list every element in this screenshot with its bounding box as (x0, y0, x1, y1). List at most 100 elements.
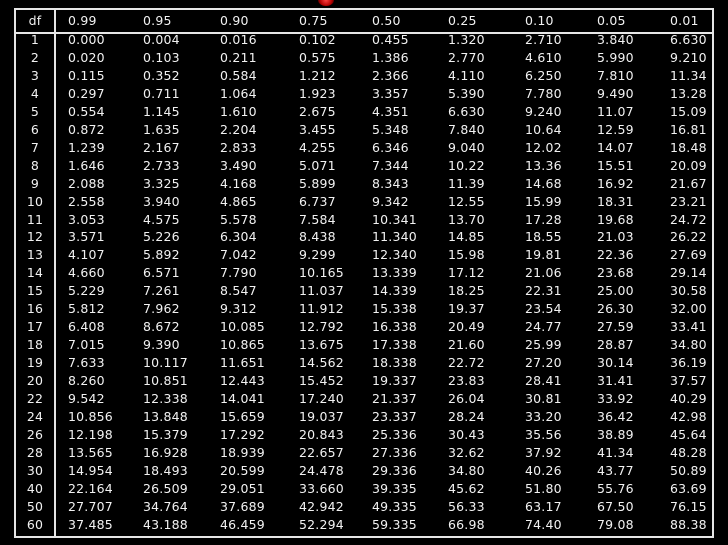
table-cell: 4.575 (143, 211, 180, 227)
table-cell: 27.59 (597, 319, 634, 335)
table-cell: 43.77 (597, 462, 634, 478)
df-cell: 12 (26, 229, 44, 245)
table-cell: 5.226 (143, 229, 180, 245)
df-cell: 7 (30, 139, 40, 155)
table-cell: 11.651 (220, 355, 265, 371)
table-cell: 25.99 (525, 337, 562, 353)
table-cell: 10.085 (220, 319, 265, 335)
table-cell: 42.98 (670, 408, 707, 424)
table-cell: 34.80 (448, 462, 485, 478)
table-cell: 40.26 (525, 462, 562, 478)
table-cell: 74.40 (525, 516, 562, 532)
column-header: 0.75 (299, 13, 328, 28)
table-cell: 5.892 (143, 247, 180, 263)
table-cell: 63.69 (670, 480, 707, 496)
table-cell: 4.168 (220, 175, 257, 191)
table-cell: 33.20 (525, 408, 562, 424)
table-cell: 2.558 (68, 193, 105, 209)
df-cell: 6 (30, 121, 40, 137)
table-cell: 55.76 (597, 480, 634, 496)
table-cell: 15.99 (525, 193, 562, 209)
table-cell: 13.848 (143, 408, 188, 424)
table-cell: 32.62 (448, 444, 485, 460)
table-cell: 25.336 (372, 426, 417, 442)
table-cell: 15.659 (220, 408, 265, 424)
table-cell: 5.990 (597, 49, 634, 65)
table-cell: 29.051 (220, 480, 265, 496)
table-cell: 23.68 (597, 265, 634, 281)
table-cell: 37.689 (220, 498, 265, 514)
table-cell: 1.212 (299, 67, 336, 83)
table-cell: 25.00 (597, 283, 634, 299)
table-cell: 26.04 (448, 391, 485, 406)
table-cell: 3.455 (299, 121, 336, 137)
df-cell: 15 (26, 283, 44, 299)
table-cell: 20.09 (670, 157, 707, 173)
table-cell: 22.657 (299, 444, 344, 460)
table-cell: 6.630 (448, 103, 485, 119)
table-cell: 1.320 (448, 32, 485, 47)
table-cell: 26.30 (597, 301, 634, 317)
table-cell: 28.41 (525, 373, 562, 389)
table-cell: 1.145 (143, 103, 180, 119)
column-header: 0.25 (448, 13, 477, 28)
table-cell: 0.115 (68, 67, 105, 83)
table-cell: 0.000 (68, 32, 105, 47)
df-cell: 1 (30, 32, 40, 47)
table-cell: 2.675 (299, 103, 336, 119)
table-cell: 34.80 (670, 337, 707, 353)
table-cell: 8.260 (68, 373, 105, 389)
df-cell: 2 (30, 49, 40, 65)
table-cell: 37.57 (670, 373, 707, 389)
table-cell: 20.843 (299, 426, 344, 442)
table-cell: 10.165 (299, 265, 344, 281)
table-cell: 2.366 (372, 67, 409, 83)
table-cell: 4.351 (372, 103, 409, 119)
table-cell: 30.43 (448, 426, 485, 442)
table-cell: 10.851 (143, 373, 188, 389)
table-cell: 14.85 (448, 229, 485, 245)
table-cell: 15.338 (372, 301, 417, 317)
table-cell: 12.792 (299, 319, 344, 335)
table-cell: 2.088 (68, 175, 105, 191)
table-cell: 2.204 (220, 121, 257, 137)
table-cell: 63.17 (525, 498, 562, 514)
table-cell: 12.02 (525, 139, 562, 155)
table-cell: 12.55 (448, 193, 485, 209)
df-cell: 28 (26, 444, 44, 460)
table-cell: 33.41 (670, 319, 707, 335)
df-cell: 19 (26, 355, 44, 371)
table-cell: 3.840 (597, 32, 634, 47)
table-cell: 19.68 (597, 211, 634, 227)
table-cell: 7.584 (299, 211, 336, 227)
table-cell: 15.98 (448, 247, 485, 263)
table-cell: 24.72 (670, 211, 707, 227)
table-cell: 39.335 (372, 480, 417, 496)
table-cell: 4.107 (68, 247, 105, 263)
table-cell: 17.12 (448, 265, 485, 281)
table-cell: 66.98 (448, 516, 485, 532)
table-cell: 7.261 (143, 283, 180, 299)
table-cell: 21.337 (372, 391, 417, 406)
table-cell: 7.344 (372, 157, 409, 173)
table-cell: 9.040 (448, 139, 485, 155)
df-cell: 9 (30, 175, 40, 191)
table-cell: 7.790 (220, 265, 257, 281)
table-cell: 49.335 (372, 498, 417, 514)
table-cell: 45.62 (448, 480, 485, 496)
table-cell: 36.19 (670, 355, 707, 371)
table-cell: 9.299 (299, 247, 336, 263)
table-cell: 10.856 (68, 408, 113, 424)
table-cell: 6.571 (143, 265, 180, 281)
df-cell: 24 (26, 408, 44, 424)
table-cell: 8.547 (220, 283, 257, 299)
table-cell: 1.239 (68, 139, 105, 155)
table-cell: 1.923 (299, 85, 336, 101)
table-cell: 1.064 (220, 85, 257, 101)
column-header: 0.90 (220, 13, 249, 28)
df-cell: 60 (26, 516, 44, 532)
table-cell: 22.72 (448, 355, 485, 371)
table-cell: 18.493 (143, 462, 188, 478)
table-cell: 76.15 (670, 498, 707, 514)
table-cell: 14.562 (299, 355, 344, 371)
